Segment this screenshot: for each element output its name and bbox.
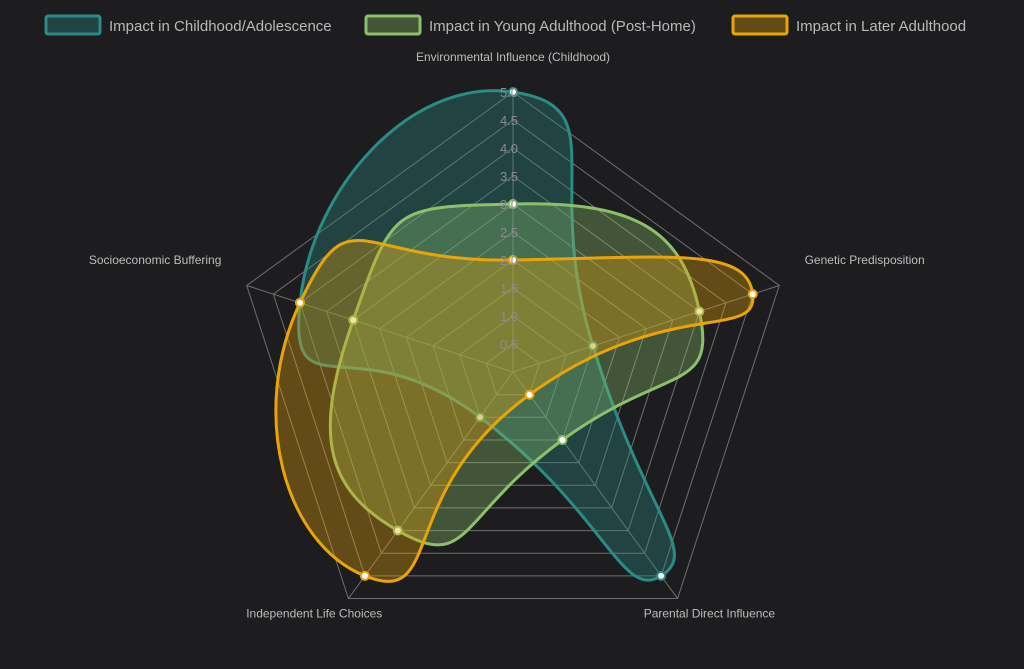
legend-item-1[interactable]: Impact in Childhood/Adolescence [44,14,332,36]
grid-spoke-4 [348,371,514,599]
legend-label-3: Impact in Later Adulthood [796,18,966,35]
legend-label-2: Impact in Young Adulthood (Post-Home) [429,18,696,35]
legend: Impact in Childhood/Adolescence Impact in… [44,14,966,36]
axis-label-1: Environmental Influence (Childhood) [416,50,610,64]
grid-ring-1 [485,343,541,396]
legend-label-1: Impact in Childhood/Adolescence [109,18,332,35]
legend-swatch-2 [364,14,422,36]
series-area-2 [328,202,705,547]
legend-swatch-3 [731,14,789,36]
tick-label-3: 1.5 [500,281,518,296]
series-3 [274,239,758,583]
legend-item-2[interactable]: Impact in Young Adulthood (Post-Home) [364,14,696,36]
tick-label-10: 5.0 [500,85,518,100]
radar-series [274,87,758,583]
grid-ring-4 [405,259,621,464]
axis-label-3: Parental Direct Influence [644,606,776,620]
data-point-1-2[interactable] [587,341,598,351]
data-point-3-3[interactable] [524,389,535,400]
data-point-2-1[interactable] [508,199,518,209]
tick-label-4: 2.0 [500,253,518,268]
data-point-1-3[interactable] [656,570,667,581]
tick-label-8: 4.0 [500,141,518,156]
axis-label-2: Genetic Predisposition [805,253,925,267]
grid-spoke-2 [512,284,780,373]
data-point-3-2[interactable] [747,289,758,300]
grid-ring-6 [352,203,674,509]
grid-spoke-3 [512,371,678,599]
radar-grid [246,91,780,599]
data-point-3-1[interactable] [508,255,518,265]
radial-ticks: 0.5 1.0 1.5 2.0 2.5 3.0 3.5 4.0 4.5 5.0 [500,85,518,352]
axis-label-4: Independent Life Choices [246,606,382,620]
data-point-2-5[interactable] [348,315,359,326]
grid-spoke-5 [246,284,514,373]
tick-label-5: 2.5 [500,225,518,240]
data-point-2-4[interactable] [392,525,403,536]
tick-label-9: 4.5 [500,113,518,128]
axis-labels: Environmental Influence (Childhood) Genet… [89,50,925,620]
series-1 [295,87,676,582]
tick-label-1: 0.5 [500,337,518,352]
grid-ring-5 [379,231,647,486]
series-area-1 [297,89,676,582]
legend-item-3[interactable]: Impact in Later Adulthood [731,14,966,36]
data-point-1-4[interactable] [475,412,486,423]
grid-ring-7 [326,175,700,532]
axis-label-5: Socioeconomic Buffering [89,253,222,267]
data-point-3-4[interactable] [359,570,370,581]
grid-ring-9 [272,119,754,577]
data-point-2-3[interactable] [557,435,568,445]
data-point-1-1[interactable] [508,87,518,97]
grid-ring-2 [459,315,567,418]
series-area-3 [274,239,755,583]
data-point-3-5[interactable] [295,297,305,308]
tick-label-2: 1.0 [500,309,518,324]
data-point-2-2[interactable] [694,306,705,317]
grid-ring-10 [246,91,780,599]
tick-label-6: 3.0 [500,197,518,212]
legend-swatch-1 [44,14,102,36]
tick-label-7: 3.5 [500,169,518,184]
grid-ring-3 [432,287,594,441]
series-2 [328,199,705,547]
